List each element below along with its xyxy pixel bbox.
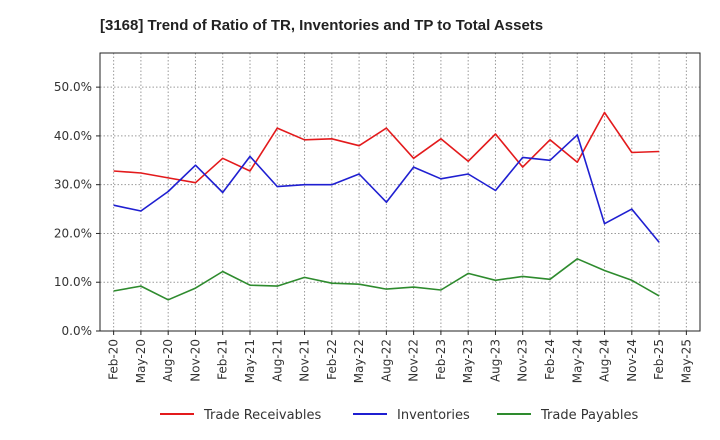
x-tick-label: May-20 <box>134 339 148 383</box>
x-tick-label: Aug-24 <box>598 339 612 382</box>
plot-area <box>100 53 700 331</box>
x-tick-label: Feb-24 <box>543 339 557 380</box>
y-tick-label: 20.0% <box>54 226 92 240</box>
x-tick-label: May-24 <box>570 339 584 383</box>
x-tick-label: Feb-20 <box>107 339 121 380</box>
x-tick-label: May-25 <box>679 339 693 383</box>
x-tick-label: Feb-22 <box>325 339 339 380</box>
x-tick-label: May-23 <box>461 339 475 383</box>
x-axis: Feb-20 May-20 Aug-20 Nov-20 Feb-21 May-21 Aug-… <box>107 331 693 383</box>
y-tick-label: 40.0% <box>54 129 92 143</box>
x-tick-label: Nov-24 <box>625 339 639 382</box>
series-lines <box>113 111 660 301</box>
x-tick-label: Feb-25 <box>652 339 666 380</box>
legend-label: Inventories <box>397 408 470 423</box>
y-tick-label: 30.0% <box>54 178 92 192</box>
x-tick-label: Nov-21 <box>298 339 312 382</box>
x-tick-label: Nov-23 <box>516 339 530 382</box>
x-tick-label: Feb-21 <box>216 339 230 380</box>
legend-label: Trade Payables <box>540 408 638 423</box>
series-line-trade-payables <box>113 258 660 301</box>
x-tick-label: May-22 <box>352 339 366 383</box>
x-tick-label: Aug-21 <box>270 339 284 382</box>
y-tick-label: 50.0% <box>54 80 92 94</box>
x-tick-label: May-21 <box>243 339 257 383</box>
plot-frame <box>99 52 701 332</box>
grid <box>100 53 700 331</box>
x-tick-label: Aug-20 <box>161 339 175 382</box>
legend: Trade Receivables Inventories Trade Payabl… <box>160 408 638 423</box>
y-axis: 0.0% 10.0% 20.0% 30.0% 40.0% 50.0% <box>54 80 100 338</box>
y-tick-label: 10.0% <box>54 275 92 289</box>
y-tick-label: 0.0% <box>62 324 93 338</box>
chart-title: [3168] Trend of Ratio of TR, Inventories… <box>100 17 543 34</box>
x-tick-label: Aug-22 <box>379 339 393 382</box>
x-tick-label: Aug-23 <box>488 339 502 382</box>
x-tick-label: Nov-20 <box>188 339 202 382</box>
x-tick-label: Nov-22 <box>407 339 421 382</box>
legend-label: Trade Receivables <box>203 408 321 423</box>
series-line-inventories <box>113 134 660 243</box>
x-tick-label: Feb-23 <box>434 339 448 380</box>
